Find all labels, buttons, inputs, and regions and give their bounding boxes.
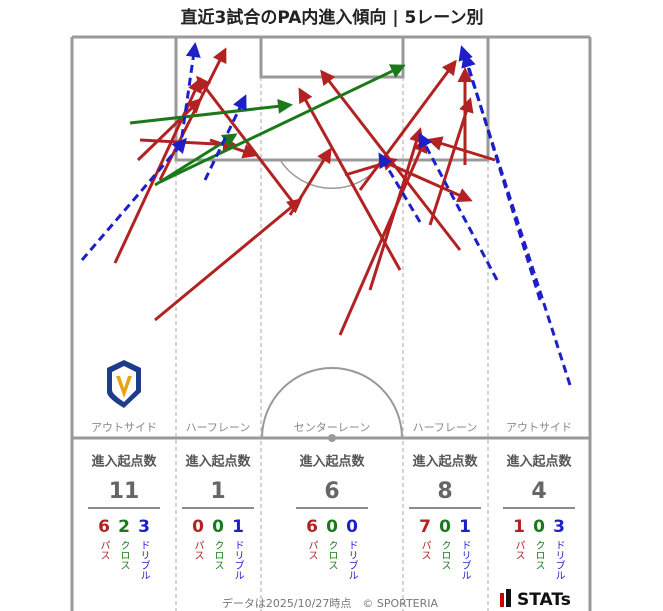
lane-name: アウトサイド: [91, 421, 157, 434]
lane-total: 1: [210, 479, 225, 504]
lane-name: センターレーン: [294, 421, 370, 434]
lane-total: 6: [324, 479, 339, 504]
pass-label: パス: [192, 540, 204, 560]
pass-label: パス: [98, 540, 110, 560]
lane-dividers: [175, 77, 489, 611]
footer: データは2025/10/27時点 © SPORTERIA: [222, 596, 439, 610]
lane-name: ハーフレーン: [186, 421, 251, 434]
cross-count: 0: [326, 517, 338, 537]
cross-label: クロス: [118, 540, 129, 570]
dribble-label: ドリブル: [553, 540, 565, 580]
lane-heading: 進入起点数: [412, 454, 478, 470]
lane-heading: 進入起点数: [506, 454, 572, 470]
pass-count: 6: [306, 517, 318, 537]
cross-label: クロス: [212, 540, 223, 570]
lane-total: 4: [531, 479, 546, 504]
dribble-arrows: [80, 42, 572, 386]
pass-label: パス: [513, 540, 525, 560]
dribble-label: ドリブル: [138, 540, 150, 580]
center-spot: [328, 434, 336, 442]
pass-label: パス: [306, 540, 318, 560]
dribble-count: 1: [232, 517, 244, 537]
pass-count: 1: [513, 517, 525, 537]
pass-count: 6: [98, 517, 110, 537]
dribble-count: 1: [459, 517, 471, 537]
cross-label: クロス: [533, 540, 544, 570]
dribble-count: 3: [138, 517, 150, 537]
dribble-label: ドリブル: [459, 540, 471, 580]
lane-total: 8: [437, 479, 452, 504]
lane-stats: アウトサイド進入起点数116パス2クロス3ドリブルハーフレーン進入起点数10パス…: [88, 421, 575, 580]
lane-heading: 進入起点数: [91, 454, 157, 470]
cross-count: 0: [439, 517, 451, 537]
dribble-count: 0: [346, 517, 358, 537]
lane-total: 11: [109, 479, 140, 504]
cross-label: クロス: [439, 540, 450, 570]
dribble-label: ドリブル: [346, 540, 358, 580]
cross-label: クロス: [326, 540, 337, 570]
logo-mark: [506, 589, 511, 607]
logo: STATs: [517, 590, 571, 610]
dribble-count: 3: [553, 517, 565, 537]
pass-count: 0: [192, 517, 204, 537]
logo-mark: [500, 593, 504, 607]
club-emblem: [107, 360, 141, 408]
cross-count: 2: [118, 517, 130, 537]
cross-count: 0: [212, 517, 224, 537]
lane-name: アウトサイド: [506, 421, 572, 434]
lane-name: ハーフレーン: [413, 421, 478, 434]
cross-count: 0: [533, 517, 545, 537]
title: 直近3試合のPA内進入傾向 | 5レーン別: [181, 7, 484, 28]
pass-count: 7: [419, 517, 431, 537]
pass-label: パス: [419, 540, 431, 560]
dribble-label: ドリブル: [232, 540, 244, 580]
lane-heading: 進入起点数: [185, 454, 251, 470]
pass-arrows: [113, 47, 496, 336]
lane-heading: 進入起点数: [299, 454, 365, 470]
